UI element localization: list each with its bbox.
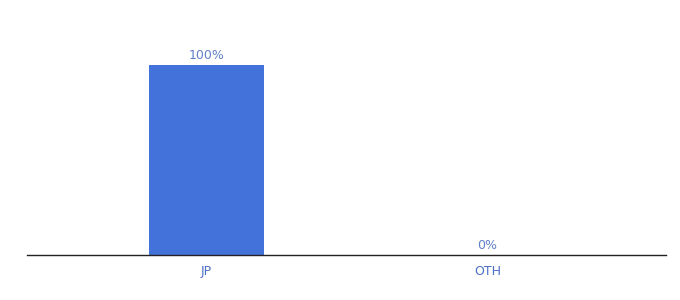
Text: 0%: 0% [477, 239, 498, 252]
Bar [149, 64, 264, 255]
Text: 100%: 100% [188, 49, 224, 62]
